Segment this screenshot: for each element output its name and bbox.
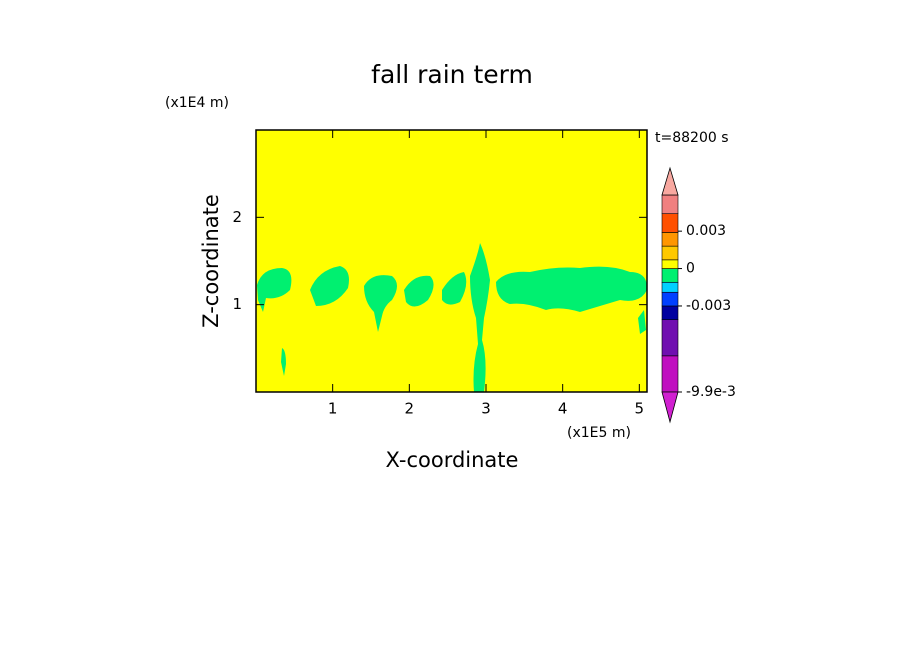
colorbar-segment <box>661 291 679 307</box>
y-tick-label: 1 <box>232 295 242 313</box>
colorbar-segment <box>661 213 679 233</box>
x-axis-title: X-coordinate <box>386 448 519 472</box>
colorbar-segment <box>661 305 679 320</box>
plot-frame <box>255 129 648 393</box>
contour-regions <box>257 243 648 392</box>
x-tick-label: 3 <box>481 400 491 418</box>
x-unit: (x1E5 m) <box>567 425 631 441</box>
colorbar-segment <box>661 232 679 247</box>
contour-field <box>256 130 647 392</box>
plot-area <box>256 130 647 392</box>
colorbar-tick-label: -9.9e-3 <box>686 384 736 400</box>
colorbar-segment <box>661 268 679 283</box>
colorbar-segment <box>661 281 679 293</box>
chart-title: fall rain term <box>371 60 533 89</box>
y-tick-label: 2 <box>232 208 242 226</box>
colorbar-segment <box>661 259 679 269</box>
colorbar-tick-label: -0.003 <box>686 298 731 314</box>
x-tick-label: 1 <box>328 400 338 418</box>
colorbar-segment <box>661 245 679 261</box>
y-unit: (x1E4 m) <box>165 95 229 111</box>
colorbar-tick-label: 0.003 <box>686 223 726 239</box>
colorbar-segment <box>661 319 679 357</box>
y-axis-title: Z-coordinate <box>199 194 223 328</box>
colorbar-extend-low <box>661 391 679 424</box>
colorbar: 0.003 0 -0.003 -9.9e-3 <box>661 166 736 424</box>
colorbar-segment <box>661 194 679 215</box>
colorbar-extend-high <box>661 166 679 196</box>
colorbar-segment <box>661 355 679 393</box>
contour-region <box>257 243 648 392</box>
x-tick-label: 5 <box>635 400 645 418</box>
x-tick-label: 2 <box>405 400 415 418</box>
time-label: t=88200 s <box>655 130 729 146</box>
axes: 1 2 3 4 5 1 2 <box>232 129 648 418</box>
x-tick-label: 4 <box>558 400 568 418</box>
colorbar-tick-label: 0 <box>686 261 695 277</box>
